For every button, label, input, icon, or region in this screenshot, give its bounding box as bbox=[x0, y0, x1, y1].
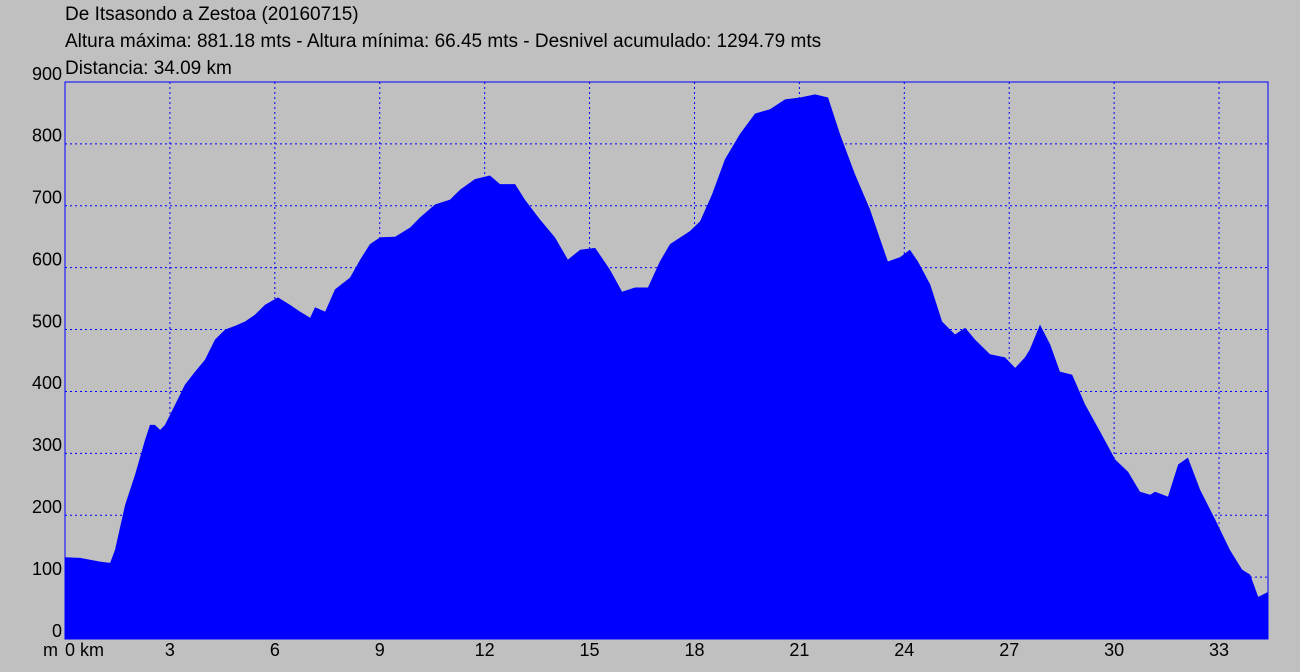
x-tick-label: 9 bbox=[375, 640, 385, 660]
y-tick-label: 700 bbox=[32, 188, 62, 208]
x-tick-label: 21 bbox=[789, 640, 809, 660]
y-tick-label: 600 bbox=[32, 249, 62, 269]
x-tick-label: 15 bbox=[580, 640, 600, 660]
y-tick-label: 500 bbox=[32, 311, 62, 331]
x-tick-label: 3 bbox=[165, 640, 175, 660]
y-tick-label: 800 bbox=[32, 126, 62, 146]
x-tick-label: 6 bbox=[270, 640, 280, 660]
x-tick-label: 33 bbox=[1209, 640, 1229, 660]
y-tick-label: 0 bbox=[52, 621, 62, 641]
chart-title: De Itsasondo a Zestoa (20160715) bbox=[65, 4, 359, 25]
x-tick-label: 30 bbox=[1104, 640, 1124, 660]
subtitle: Altura máxima: 881.18 mts - Altura mínim… bbox=[65, 31, 821, 52]
y-tick-label: 200 bbox=[32, 497, 62, 517]
plot-border bbox=[64, 81, 1269, 640]
elevation-area bbox=[65, 94, 1268, 639]
x-tick-label: 18 bbox=[684, 640, 704, 660]
subtitle: Distancia: 34.09 km bbox=[65, 58, 232, 79]
y-unit: m bbox=[43, 640, 58, 660]
x-tick-label: 0 km bbox=[65, 640, 104, 660]
x-tick-label: 12 bbox=[475, 640, 495, 660]
y-tick-label: 400 bbox=[32, 373, 62, 393]
y-tick-label: 100 bbox=[32, 559, 62, 579]
y-tick-label: 300 bbox=[32, 435, 62, 455]
x-tick-label: 27 bbox=[999, 640, 1019, 660]
y-tick-label: 900 bbox=[32, 64, 62, 84]
x-tick-label: 24 bbox=[894, 640, 914, 660]
